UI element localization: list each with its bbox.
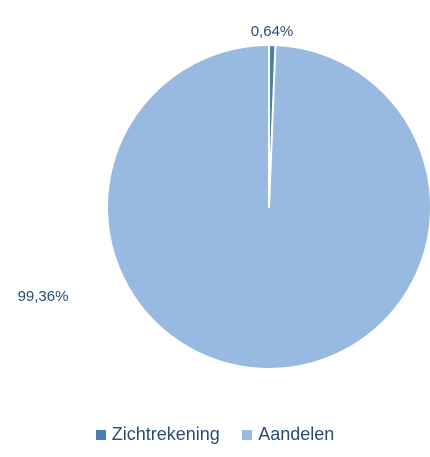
legend-swatch-zichtrekening xyxy=(95,429,106,440)
data-label-zichtrekening: 0,64% xyxy=(251,23,294,40)
pie-slices xyxy=(106,44,430,370)
legend-swatch-aandelen xyxy=(242,429,253,440)
legend-label-zichtrekening: Zichtrekening xyxy=(111,424,220,444)
legend-item-zichtrekening: Zichtrekening xyxy=(95,424,220,445)
data-label-aandelen: 99,36% xyxy=(18,288,69,305)
legend-label-aandelen: Aandelen xyxy=(258,424,335,444)
legend: Zichtrekening Aandelen xyxy=(0,424,430,445)
pie-slice-aandelen xyxy=(106,44,430,370)
legend-item-aandelen: Aandelen xyxy=(242,424,334,445)
